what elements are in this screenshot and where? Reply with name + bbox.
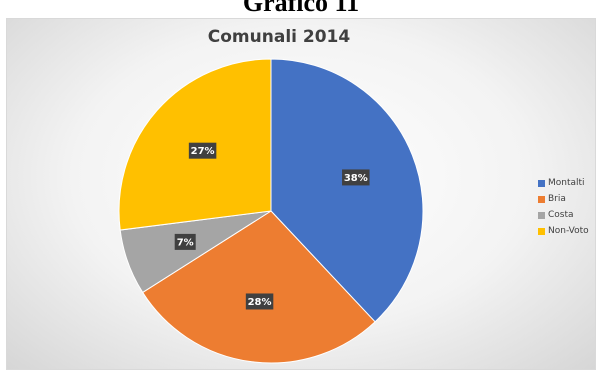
pie-chart: 38% 28% 7% 27% xyxy=(118,58,424,364)
data-label-montalti: 38% xyxy=(342,169,370,186)
legend: Montalti Bria Costa Non-Voto xyxy=(538,175,589,239)
chart-area: Comunali 2014 38% 28% 7% 27% Montalti Bria Co… xyxy=(6,18,596,370)
legend-item-montalti: Montalti xyxy=(538,175,589,191)
legend-label: Costa xyxy=(548,210,574,220)
legend-item-non-voto: Non-Voto xyxy=(538,223,589,239)
legend-item-bria: Bria xyxy=(538,191,589,207)
data-label-text: 27% xyxy=(191,146,215,157)
pie-slice-montalti xyxy=(270,58,424,323)
data-label-box xyxy=(174,233,196,250)
data-label-box xyxy=(188,142,217,159)
data-label-text: 7% xyxy=(177,237,194,248)
pie-slice-bria xyxy=(141,210,376,364)
legend-swatch xyxy=(538,211,545,219)
data-label-bria: 28% xyxy=(245,293,274,310)
legend-label: Montalti xyxy=(548,178,585,188)
data-label-non-voto: 27% xyxy=(188,142,217,159)
data-label-text: 28% xyxy=(248,297,272,308)
data-label-box xyxy=(245,293,274,310)
legend-item-costa: Costa xyxy=(538,207,589,223)
legend-label: Non-Voto xyxy=(548,226,589,236)
legend-swatch xyxy=(538,179,545,187)
data-label-box xyxy=(342,169,370,186)
chart-title: Comunali 2014 xyxy=(207,27,351,47)
data-label-costa: 7% xyxy=(174,233,196,250)
figure-heading: Grafico 11 xyxy=(242,0,360,17)
legend-swatch xyxy=(538,195,545,203)
legend-swatch xyxy=(538,227,545,235)
data-label-text: 38% xyxy=(344,173,368,184)
legend-label: Bria xyxy=(548,194,566,204)
